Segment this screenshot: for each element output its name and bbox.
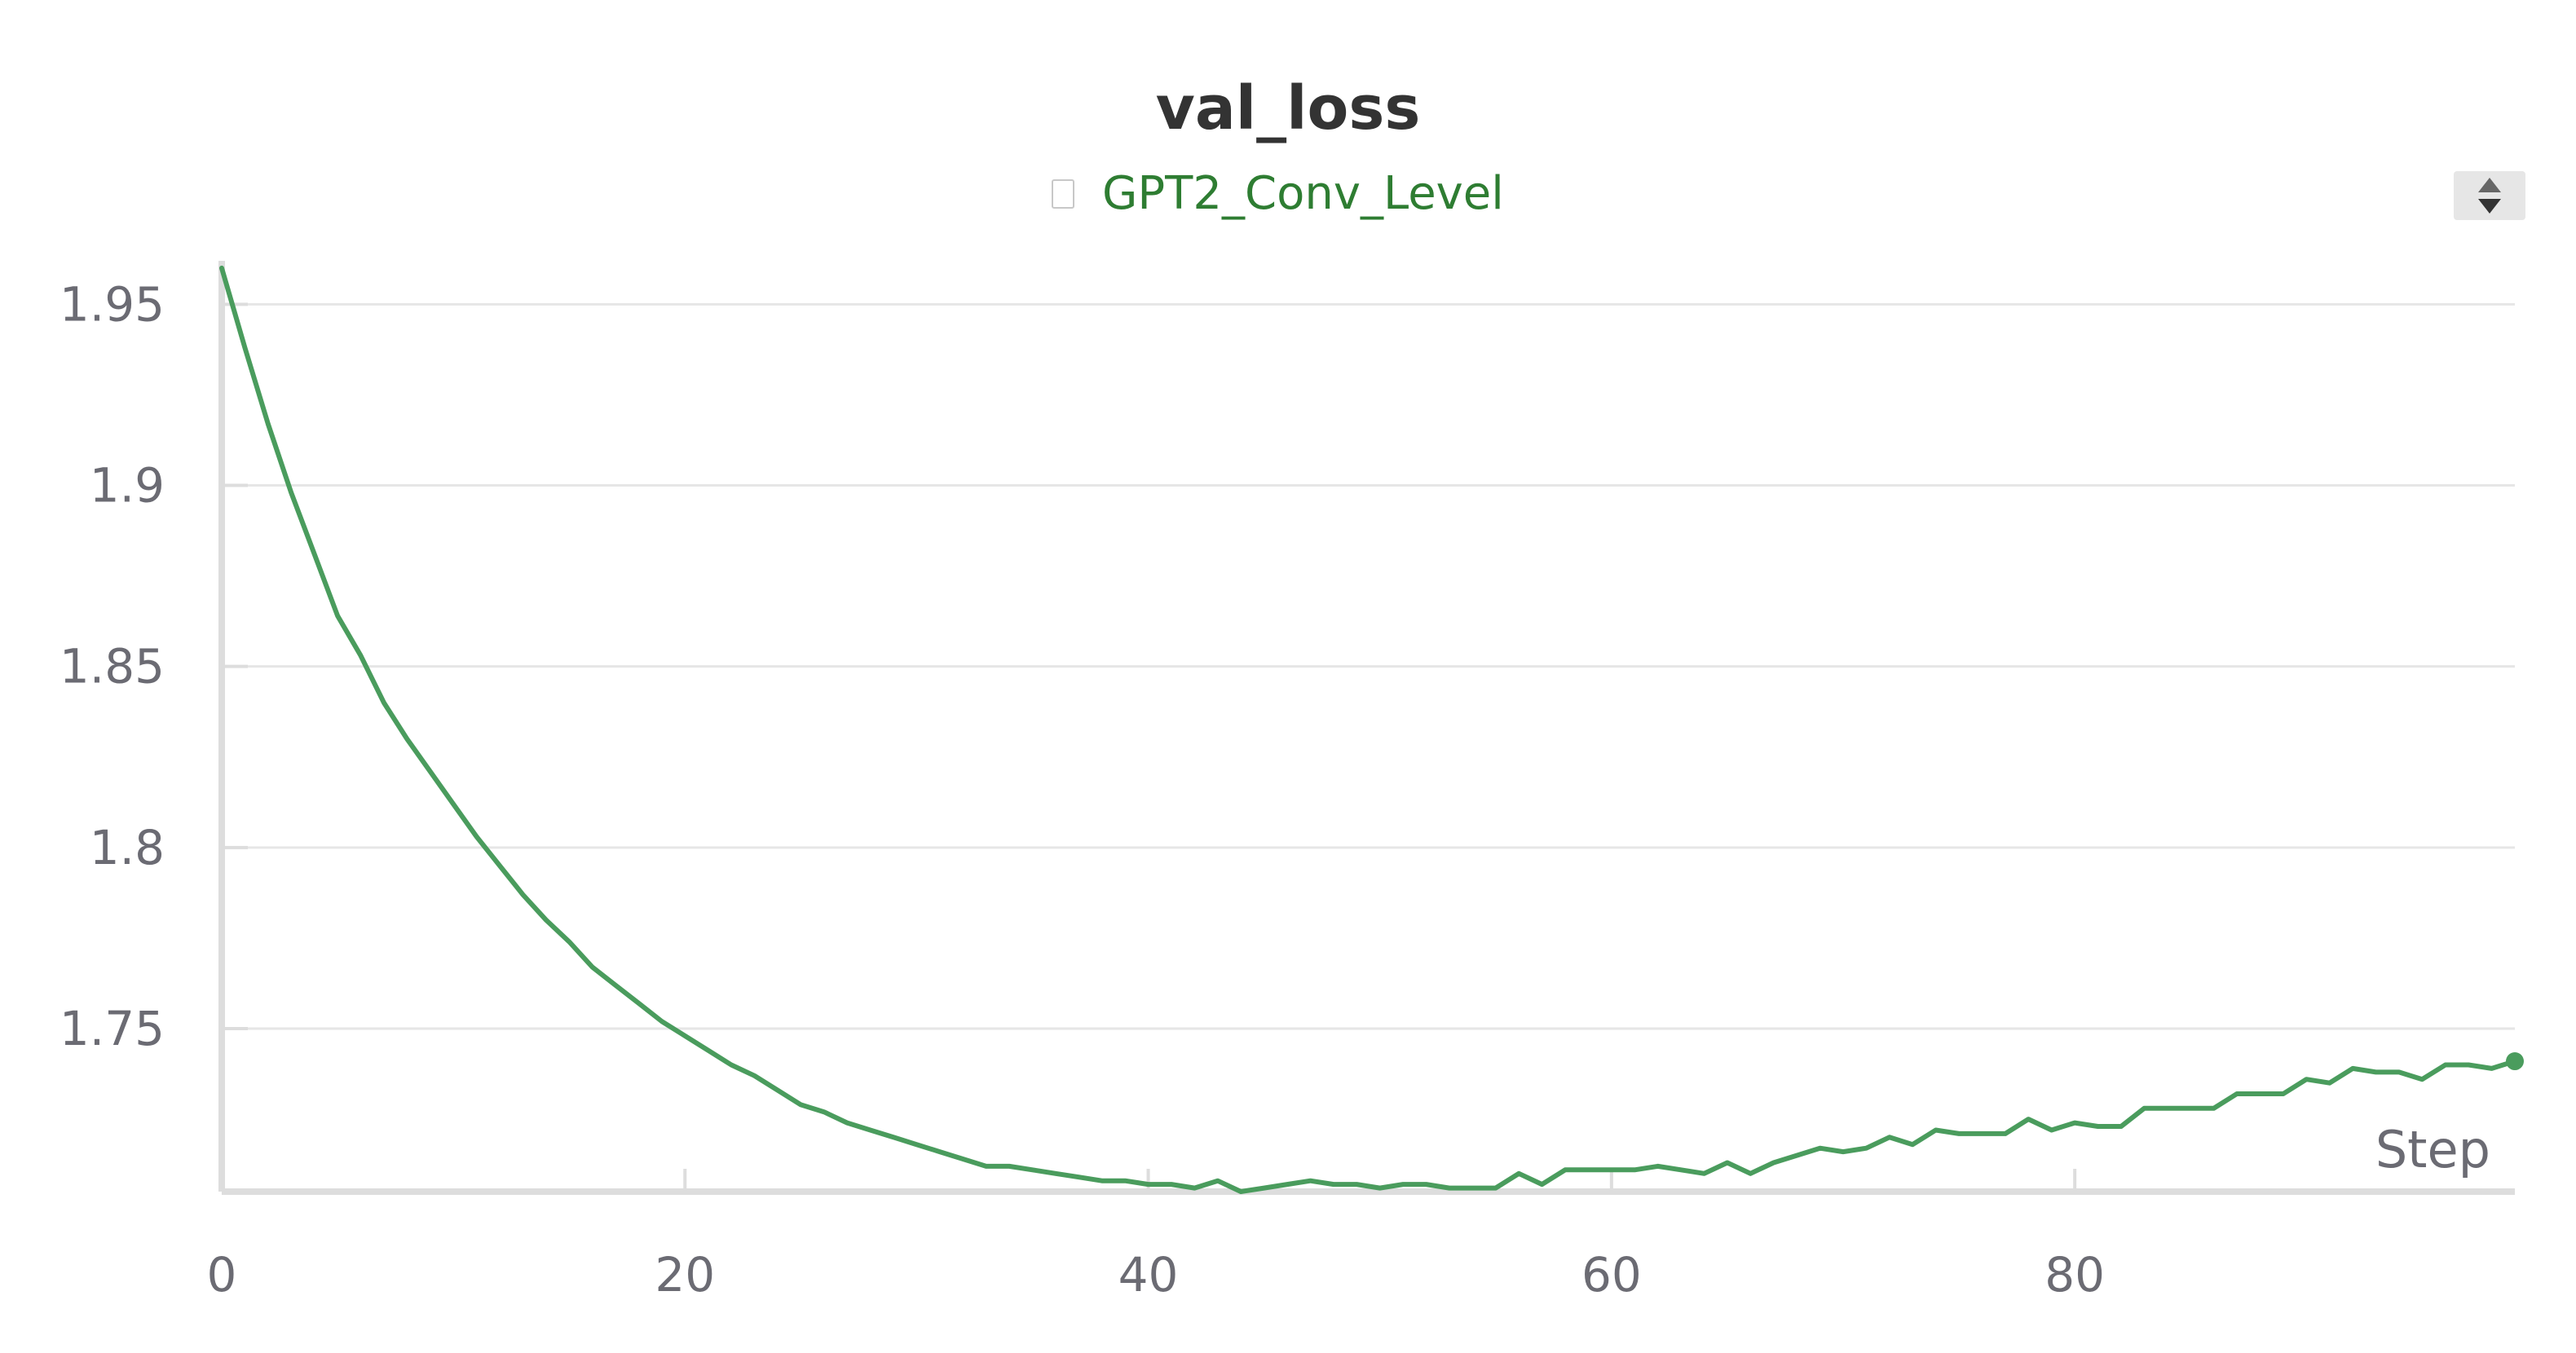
x-tick-label: 40 xyxy=(1118,1247,1179,1302)
x-tick-label: 20 xyxy=(655,1247,715,1302)
legend-label: GPT2_Conv_Level xyxy=(1102,167,1504,220)
x-tick-label: 0 xyxy=(207,1247,237,1302)
legend[interactable]: GPT2_Conv_Level xyxy=(1052,167,1504,220)
legend-scroll-button[interactable] xyxy=(2454,171,2525,220)
series-end-point[interactable] xyxy=(2506,1052,2524,1071)
x-tick-label: 60 xyxy=(1581,1247,1642,1302)
y-tick-label: 1.75 xyxy=(60,1001,165,1056)
legend-checkbox[interactable] xyxy=(1052,178,1074,209)
chevron-up-icon xyxy=(2478,178,2501,192)
x-tick-label: 80 xyxy=(2044,1247,2105,1302)
y-tick-label: 1.8 xyxy=(90,820,165,875)
x-axis-label: Step xyxy=(2375,1120,2490,1179)
y-tick-label: 1.85 xyxy=(60,639,165,694)
y-tick-label: 1.95 xyxy=(60,276,165,332)
chart-title: val_loss xyxy=(1155,73,1421,143)
series-line[interactable] xyxy=(219,265,2517,1194)
chevron-down-icon xyxy=(2478,199,2501,214)
y-tick-label: 1.9 xyxy=(90,458,165,513)
